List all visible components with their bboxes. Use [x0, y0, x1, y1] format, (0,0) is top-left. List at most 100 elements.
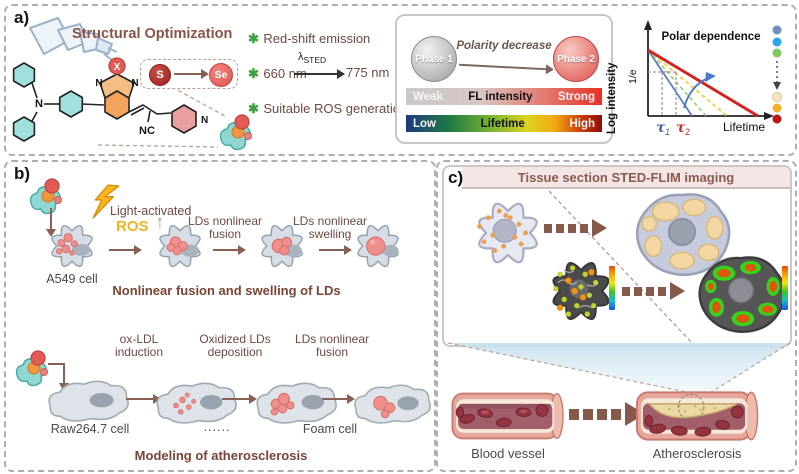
- cell-foam: [354, 384, 432, 424]
- step-arrow: [319, 245, 352, 255]
- legend-dot: [772, 92, 782, 102]
- ros-up-arrow-icon: ↑: [155, 212, 165, 233]
- fl-intensity-bar: Weak FL intensity Strong: [406, 88, 602, 105]
- ring-n-left-label: N: [95, 78, 102, 89]
- disease-progress-arrow: [569, 402, 645, 426]
- step-arrow: [222, 394, 257, 404]
- tau1-label: τ: [656, 120, 666, 136]
- row1-caption: Nonlinear fusion and swelling of LDs: [112, 283, 341, 298]
- blood-vessel-illustration: [451, 392, 564, 440]
- phase2-sphere: Phase 2: [553, 36, 599, 82]
- atherosclerosis-label: Atherosclerosis: [652, 446, 742, 461]
- bullet-sted-wavelength: ✱ 660 nm: [248, 66, 307, 81]
- ring-n-right-label: N: [131, 78, 138, 89]
- green-star-icon: ✱: [248, 31, 259, 46]
- light-activated-label: Light-activated: [110, 204, 192, 218]
- decay-line-green: [647, 49, 707, 117]
- step-label-fusion2: LDs nonlinear fusion: [294, 332, 370, 359]
- step-arrow: [322, 394, 355, 404]
- imaging-dash-arrow: [544, 219, 607, 237]
- step-arrow: [213, 245, 246, 255]
- shift-curved-arrow: [683, 77, 709, 109]
- bullet-ros: ✱ Suitable ROS generation: [248, 101, 408, 116]
- step-arrow: [109, 245, 142, 255]
- x-axis-arrowhead: [764, 112, 774, 120]
- red-blood-cells: [644, 405, 744, 437]
- legend-down-arrow: [773, 82, 781, 90]
- panel-c-label: c): [448, 168, 464, 187]
- cell-raw264: [48, 380, 129, 422]
- probe-cartoon-icon: [29, 178, 62, 215]
- cell-tissue-sted: [552, 261, 610, 321]
- probe-cartoon-icon: [219, 114, 252, 151]
- ellipsis-label: ......: [203, 420, 231, 434]
- cell-foam-magnified: [635, 193, 731, 277]
- panel-a: a) Structural Optimization: [4, 4, 797, 156]
- phase-panel: Phase 1 Polarity decrease Phase 2 Weak F…: [395, 14, 613, 144]
- polarity-legend-dots: [772, 25, 782, 124]
- x-substituent-label: X: [114, 62, 121, 73]
- panel-c: Tissue section STED-FLIM imaging c): [436, 160, 797, 472]
- cell-ld-cluster: [159, 224, 201, 268]
- sted-flim-header: Tissue section STED-FLIM imaging: [462, 167, 790, 189]
- lifetime-bar: Low Lifetime High: [406, 115, 602, 132]
- polarity-decrease-label: Polarity decrease: [456, 40, 552, 52]
- cell-tissue-confocal: [477, 202, 538, 264]
- step-label-deposition: Oxidized LDs deposition: [199, 332, 271, 359]
- flim-colorbar: [782, 266, 788, 310]
- flim-colorbar: [609, 266, 615, 310]
- lightning-icon: [92, 184, 120, 219]
- tau2-label: τ: [676, 120, 686, 136]
- plot-title: Polar dependence: [661, 31, 760, 43]
- legend-dot: [772, 114, 782, 124]
- polarity-decrease-arrow: [459, 63, 547, 71]
- green-star-icon: ✱: [248, 101, 259, 116]
- svg-text:1: 1: [665, 127, 670, 137]
- legend-dot: [772, 103, 782, 113]
- step-arrow: [126, 394, 161, 404]
- plot-x-axis-label: Lifetime: [723, 120, 765, 134]
- bullet-red-shift: ✱ Red-shift emission: [248, 31, 371, 46]
- blood-vessel-label: Blood vessel: [471, 446, 545, 461]
- decay-line-yellow: [647, 49, 728, 117]
- sted-flim-box: Tissue section STED-FLIM imaging c): [442, 165, 792, 347]
- cell-ld-swollen: [357, 224, 399, 268]
- panel-b: b) Light-activated ROS ↑ LDs n: [4, 160, 436, 472]
- legend-dot: [772, 37, 782, 47]
- amine-n-label: N: [35, 98, 43, 110]
- cell-oxldl-deposits: [156, 382, 237, 424]
- s-to-se-arrow: [174, 69, 209, 79]
- sted-wavelength-value: 775 nm: [346, 65, 390, 80]
- step-label-oxldl: ox-LDL induction: [114, 332, 164, 359]
- atherosclerosis-illustration: [636, 391, 759, 441]
- plaque-highlight-circle: [677, 393, 705, 421]
- s-to-se-box: S Se: [140, 59, 238, 89]
- microscope-objective-sketch-icon: [29, 17, 118, 61]
- green-star-icon: ✱: [248, 66, 259, 81]
- probe-to-cell-arrow: [46, 208, 56, 237]
- lambda-sted-label: λSTED: [298, 51, 327, 66]
- sted-shift-arrow: [294, 69, 345, 79]
- cell-a549-label: A549 cell: [46, 272, 98, 286]
- legend-dot: [772, 25, 782, 35]
- cell-flim-magnified: [698, 256, 786, 334]
- ros-label: ROS: [116, 218, 149, 235]
- phase1-sphere: Phase 1: [411, 36, 457, 82]
- cell-ld-fused: [261, 224, 303, 268]
- svg-text:2: 2: [685, 127, 690, 137]
- legend-dot: [772, 48, 782, 58]
- imaging-dash-arrow: [622, 282, 685, 300]
- plot-y-axis-label: Log intensity: [606, 62, 618, 134]
- cell-raw264-label: Raw264.7 cell: [50, 422, 130, 436]
- nc-label: NC: [139, 125, 155, 137]
- cell-foam-label: Foam cell: [302, 422, 358, 436]
- pyridine-n-label: N: [201, 115, 208, 126]
- probe-chemical-structure: N N N X NC N: [12, 57, 208, 142]
- decay-line-red: [647, 48, 759, 118]
- polar-dependence-plot: Polar dependence τ 1 τ 2 Lifetime: [644, 20, 782, 137]
- cell-ld-accumulated: [256, 382, 337, 424]
- panel-b-label: b): [14, 164, 31, 183]
- panel-a-label: a): [14, 8, 30, 27]
- panel-a-title: Structural Optimization: [72, 26, 233, 42]
